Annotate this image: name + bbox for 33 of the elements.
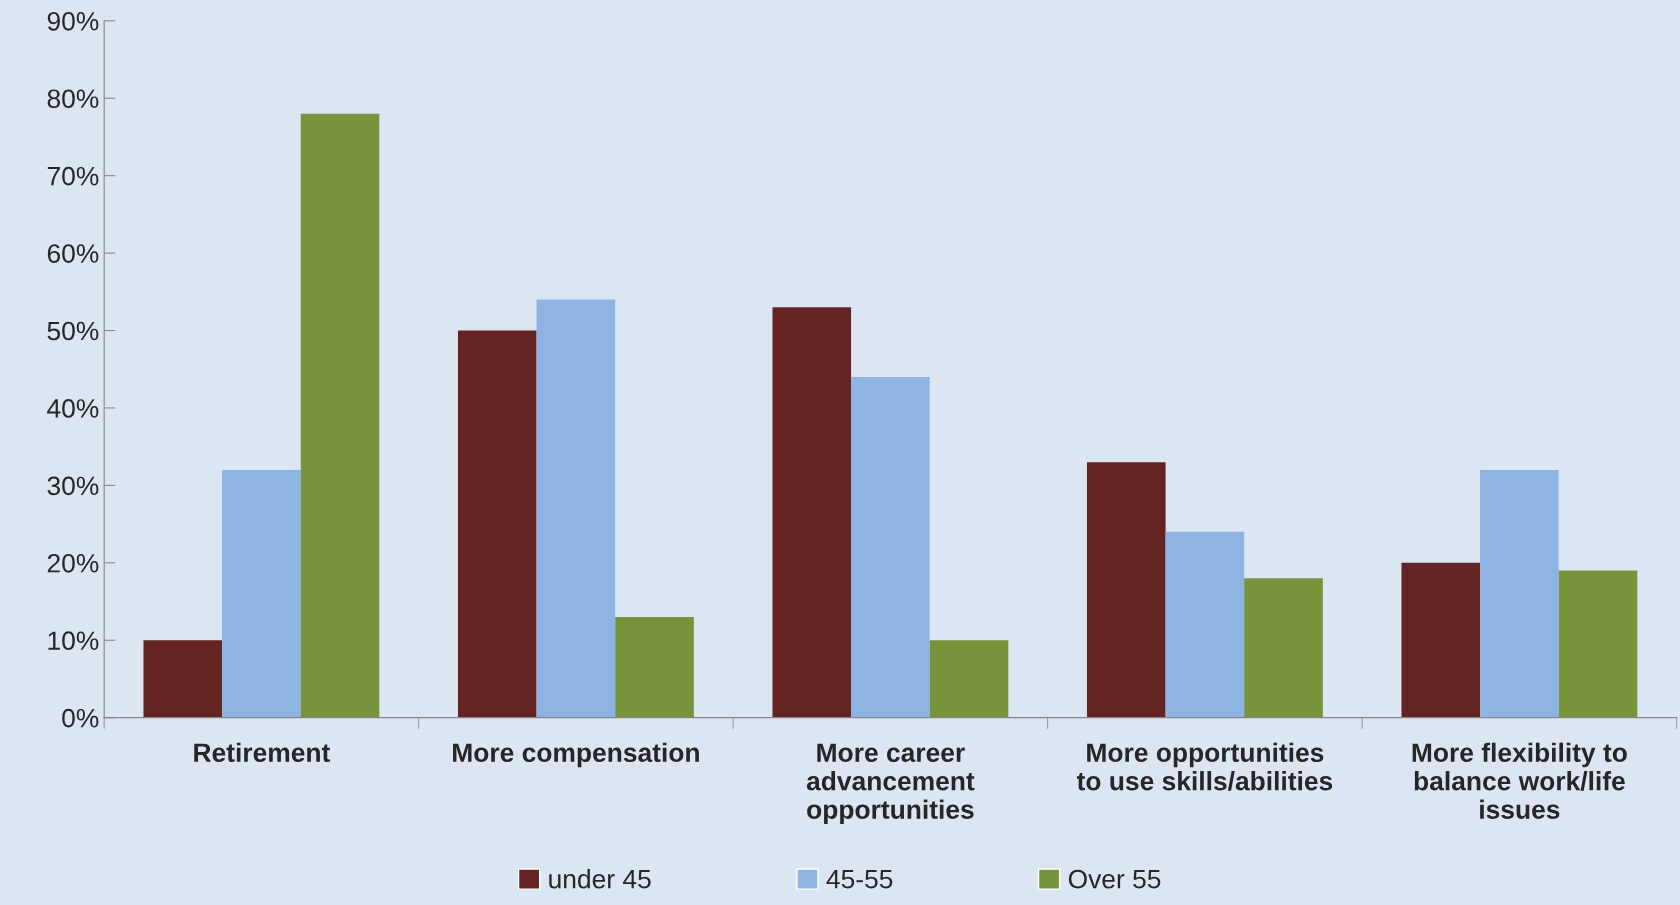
x-tick-label: More career advancement opportunities <box>806 743 975 825</box>
bar <box>1086 462 1166 718</box>
bar <box>222 469 301 718</box>
x-tick-label: More flexibility to balance work/life issues <box>1412 742 1627 819</box>
bar <box>1558 570 1638 718</box>
y-tick-label: 40% <box>47 399 99 418</box>
bar <box>457 330 537 718</box>
bar <box>300 113 380 718</box>
bar <box>615 617 694 718</box>
bar <box>929 640 1009 718</box>
bar <box>1244 578 1323 718</box>
bar <box>536 299 616 718</box>
y-tick-label: 20% <box>47 553 99 573</box>
y-tick-label: 60% <box>47 244 99 263</box>
y-tick-label: 0% <box>62 708 99 728</box>
y-tick-label: 50% <box>47 321 99 341</box>
y-tick-label: 70% <box>47 166 99 186</box>
legend-label: under 45 <box>549 869 651 889</box>
bar <box>1165 531 1245 718</box>
bar <box>772 307 852 718</box>
x-tick-label: More opportunities to use skills/abilities <box>1076 742 1333 791</box>
legend-label: 45-55 <box>826 870 893 889</box>
x-tick-label: Retirement <box>194 742 331 763</box>
bar <box>1480 469 1559 718</box>
legend-label: Over 55 <box>1068 869 1161 889</box>
bar <box>1401 562 1481 718</box>
y-tick-label: 80% <box>47 89 99 109</box>
bar <box>851 376 930 718</box>
y-tick-label: 30% <box>47 476 99 496</box>
y-tick-label: 10% <box>48 631 99 651</box>
x-tick-label: More compensation <box>453 742 699 768</box>
bar <box>143 640 223 718</box>
y-tick-label: 90% <box>47 11 99 31</box>
